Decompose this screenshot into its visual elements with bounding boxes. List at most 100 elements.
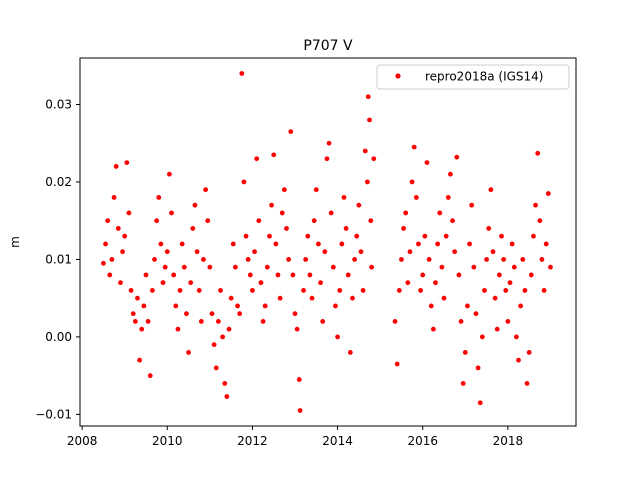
x-tick-label: 2012	[237, 434, 268, 448]
data-point	[215, 319, 221, 324]
data-point	[252, 249, 257, 255]
data-point	[488, 187, 494, 193]
data-point	[454, 154, 460, 160]
data-point	[122, 233, 128, 239]
data-point	[511, 264, 517, 270]
data-point	[288, 129, 294, 135]
data-point	[533, 202, 538, 208]
y-tick-label: 0.00	[45, 330, 72, 344]
y-tick-label: −0.01	[35, 407, 72, 421]
data-point	[152, 257, 157, 262]
data-point	[507, 280, 513, 286]
data-point	[426, 257, 432, 262]
data-point	[345, 272, 351, 278]
y-tick-label: 0.03	[45, 97, 72, 111]
data-point	[273, 241, 279, 247]
y-axis: −0.01 0.00 0.01 0.02 0.03	[35, 97, 80, 421]
data-point	[258, 280, 264, 286]
data-point	[247, 272, 253, 278]
data-point	[528, 272, 534, 278]
x-tick-label: 2008	[67, 434, 98, 448]
data-point	[368, 218, 374, 224]
data-point	[333, 303, 338, 309]
data-point	[207, 264, 213, 270]
data-point	[156, 195, 162, 200]
data-point	[350, 295, 355, 301]
chart-title: P707 V	[303, 38, 353, 54]
data-point	[145, 319, 151, 324]
x-tick-label: 2010	[152, 434, 183, 448]
data-point	[307, 272, 313, 278]
data-point	[237, 311, 243, 317]
data-point	[360, 288, 366, 293]
data-point	[277, 295, 283, 301]
data-point	[113, 164, 119, 169]
data-point	[526, 350, 532, 355]
data-point	[347, 350, 353, 355]
data-point	[445, 195, 451, 200]
data-point	[448, 171, 453, 177]
data-point	[490, 249, 496, 255]
data-point	[322, 249, 328, 255]
data-point	[537, 218, 543, 224]
data-point	[175, 326, 181, 332]
data-point	[458, 319, 464, 324]
data-point	[337, 288, 343, 293]
data-point	[411, 144, 417, 150]
data-point	[286, 257, 292, 262]
data-point	[484, 257, 489, 262]
data-point	[437, 210, 443, 216]
data-point	[218, 288, 223, 293]
data-point	[428, 303, 434, 309]
x-tick-label: 2018	[493, 434, 524, 448]
data-point	[339, 241, 345, 247]
data-point	[220, 334, 226, 340]
data-point	[164, 249, 170, 255]
data-point	[405, 280, 411, 286]
data-point	[135, 295, 140, 301]
data-point	[509, 241, 515, 247]
data-point	[128, 288, 134, 293]
data-point	[399, 257, 404, 262]
data-point	[233, 264, 238, 270]
data-point	[294, 326, 300, 332]
data-point	[418, 288, 423, 293]
x-tick-label: 2014	[322, 434, 353, 448]
data-point	[543, 241, 549, 247]
axes-frame	[79, 57, 577, 427]
data-point	[335, 334, 340, 340]
data-point	[173, 303, 179, 309]
data-point	[254, 156, 260, 162]
data-point	[522, 288, 528, 293]
data-point	[469, 202, 475, 208]
data-point	[143, 272, 149, 278]
data-point	[101, 260, 106, 266]
data-point	[109, 257, 115, 262]
data-point	[356, 202, 362, 208]
data-point	[111, 195, 117, 200]
data-point	[341, 195, 347, 200]
data-point	[496, 272, 502, 278]
data-point	[492, 295, 498, 301]
data-point	[226, 326, 232, 332]
data-point	[328, 210, 334, 216]
y-tick-label: 0.02	[45, 175, 72, 189]
data-point	[443, 233, 449, 239]
data-point	[369, 264, 375, 270]
data-point	[392, 319, 398, 324]
data-point	[162, 264, 168, 270]
data-point	[413, 195, 419, 200]
data-point	[352, 257, 358, 262]
data-point	[230, 241, 236, 247]
data-point	[262, 303, 268, 309]
data-point	[269, 202, 274, 208]
data-point	[118, 280, 123, 286]
data-point	[267, 233, 272, 239]
data-point	[316, 241, 321, 247]
data-point	[318, 280, 323, 286]
data-point	[460, 380, 466, 386]
x-axis: 2008 2010 2012 2014 2016 2018	[67, 426, 523, 448]
data-point	[186, 350, 191, 355]
data-point	[407, 249, 413, 255]
data-point	[284, 226, 289, 231]
